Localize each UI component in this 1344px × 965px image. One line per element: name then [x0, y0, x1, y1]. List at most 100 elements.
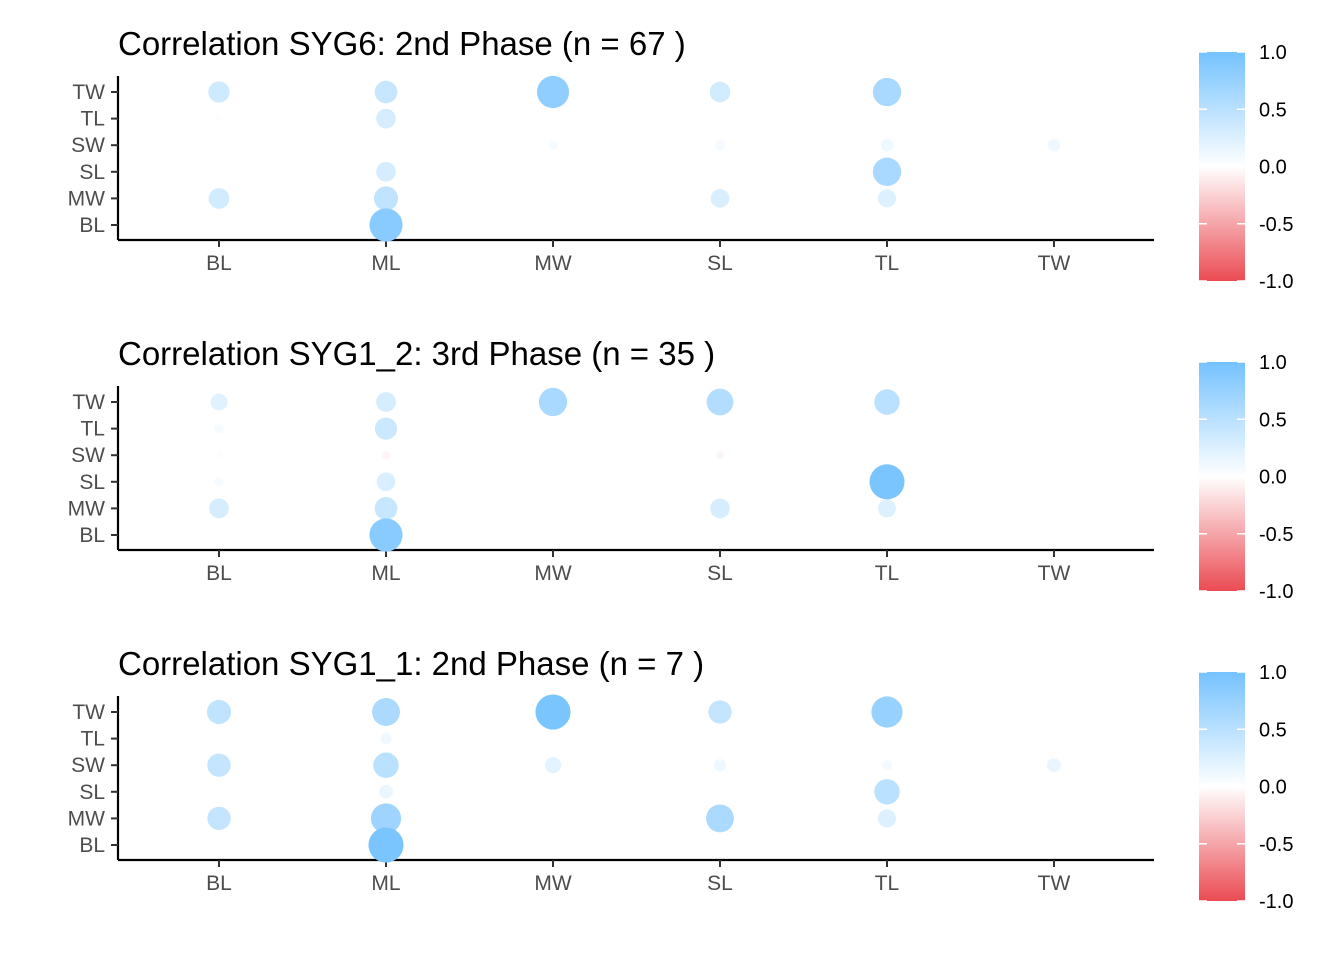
y-tick-label: SL [79, 161, 105, 184]
y-tick-label: MW [68, 497, 105, 520]
correlation-point-BL-TW [206, 699, 232, 725]
correlation-point-SL-MW [710, 189, 730, 208]
y-tick-label: TL [80, 108, 105, 131]
correlation-point-TW-SW [1047, 138, 1061, 152]
y-tick-label: BL [79, 524, 105, 547]
x-tick-label: BL [206, 872, 232, 895]
correlation-point-BL-TL [214, 423, 224, 434]
y-tick-label: BL [79, 214, 105, 237]
x-tick-label: TL [875, 252, 900, 275]
legend-label: -1.0 [1259, 891, 1293, 913]
correlation-point-TL-MW [878, 189, 896, 208]
x-tick-label: MW [534, 872, 571, 895]
correlation-point-ML-SL [376, 472, 396, 492]
correlation-point-ML-MW [374, 497, 398, 520]
legend-label: -0.5 [1259, 214, 1293, 236]
x-tick-label: TL [875, 872, 900, 895]
correlation-point-TL-SL [872, 157, 902, 186]
legend-label: 1.0 [1259, 352, 1287, 374]
y-tick-label: SL [79, 781, 105, 804]
correlation-point-TL-TW [874, 389, 900, 415]
correlation-point-MW-SW [544, 757, 562, 774]
correlation-point-TL-TW [872, 77, 902, 107]
correlation-point-SL-TW [708, 700, 732, 724]
y-tick-label: MW [68, 187, 105, 210]
correlation-point-MW-SW [548, 140, 558, 150]
correlation-point-TL-SL [874, 779, 900, 805]
correlation-point-BL-SW [207, 753, 231, 777]
correlation-point-BL-TW [210, 393, 228, 411]
y-tick-label: SW [71, 134, 105, 157]
y-tick-label: MW [68, 807, 105, 830]
correlation-point-ML-TL [380, 732, 392, 745]
correlation-point-ML-TW [374, 80, 398, 104]
correlation-point-MW-TW [538, 387, 568, 417]
y-tick-label: SL [79, 471, 105, 494]
correlation-point-MW-TW [536, 75, 570, 109]
legend-label: -1.0 [1259, 271, 1293, 293]
correlation-point-ML-BL [368, 827, 404, 863]
correlation-point-SL-TW [709, 81, 731, 103]
y-tick-label: BL [79, 834, 105, 857]
x-tick-label: TW [1038, 252, 1071, 275]
x-tick-label: TL [875, 562, 900, 585]
x-tick-label: TW [1038, 872, 1071, 895]
correlation-point-ML-TL [374, 417, 398, 440]
x-tick-label: BL [206, 562, 232, 585]
correlation-point-BL-TL [215, 115, 223, 122]
legend-label: 1.0 [1259, 662, 1287, 684]
chart-panel-3: Correlation SYG1_1: 2nd Phase (n = 7 ) BL… [68, 645, 1294, 913]
correlation-point-TW-SW [1047, 758, 1061, 773]
legend-label: 0.0 [1259, 777, 1287, 799]
correlation-point-BL-MW [208, 188, 230, 209]
chart-title: Correlation SYG1_2: 3rd Phase (n = 35 ) [118, 335, 715, 372]
correlation-point-ML-SW [381, 451, 391, 460]
legend-label: 0.0 [1259, 467, 1287, 489]
correlation-point-ML-MW [370, 803, 402, 834]
correlation-point-ML-SL [379, 784, 393, 799]
correlation-point-ML-MW [373, 186, 399, 211]
x-tick-label: ML [371, 872, 400, 895]
correlation-point-SL-MW [706, 804, 734, 833]
correlation-point-BL-SL [214, 477, 224, 487]
correlation-point-BL-MW [207, 806, 231, 831]
correlation-point-ML-BL [369, 208, 403, 242]
correlation-point-SL-SW [713, 758, 727, 772]
correlation-point-TL-SW [881, 760, 893, 771]
correlation-point-ML-SW [373, 752, 399, 778]
y-tick-label: SW [71, 754, 105, 777]
y-tick-label: TL [80, 418, 105, 441]
correlation-point-TL-TW [871, 696, 903, 728]
correlation-point-ML-TW [376, 392, 396, 412]
x-tick-label: SL [707, 562, 733, 585]
correlation-point-SL-SW [714, 140, 726, 151]
x-tick-label: ML [371, 252, 400, 275]
legend-label: 0.5 [1259, 719, 1287, 741]
y-tick-label: TW [72, 81, 105, 104]
x-tick-label: TW [1038, 562, 1071, 585]
y-tick-label: TW [72, 391, 105, 414]
legend-label: -1.0 [1259, 581, 1293, 603]
correlation-point-TL-MW [878, 499, 896, 518]
legend-label: 0.5 [1259, 99, 1287, 121]
legend-label: 0.5 [1259, 409, 1287, 431]
chart-title: Correlation SYG6: 2nd Phase (n = 67 ) [118, 25, 686, 62]
legend-label: -0.5 [1259, 834, 1293, 856]
correlation-point-SL-SW [715, 451, 725, 460]
correlation-point-ML-BL [369, 518, 403, 552]
correlation-point-BL-MW [209, 498, 229, 519]
legend-label: 1.0 [1259, 42, 1287, 64]
x-tick-label: ML [371, 562, 400, 585]
y-tick-label: TW [72, 701, 105, 724]
legend-label: -0.5 [1259, 524, 1293, 546]
correlation-point-SL-MW [710, 498, 730, 519]
correlation-point-ML-TW [372, 698, 400, 726]
x-tick-label: SL [707, 252, 733, 275]
legend-label: 0.0 [1259, 157, 1287, 179]
y-tick-label: TL [80, 728, 105, 751]
chart-panel-2: Correlation SYG1_2: 3rd Phase (n = 35 ) B… [68, 335, 1294, 603]
correlation-point-ML-SL [376, 161, 396, 182]
chart-panel-1: Correlation SYG6: 2nd Phase (n = 67 ) BL M… [68, 25, 1294, 293]
